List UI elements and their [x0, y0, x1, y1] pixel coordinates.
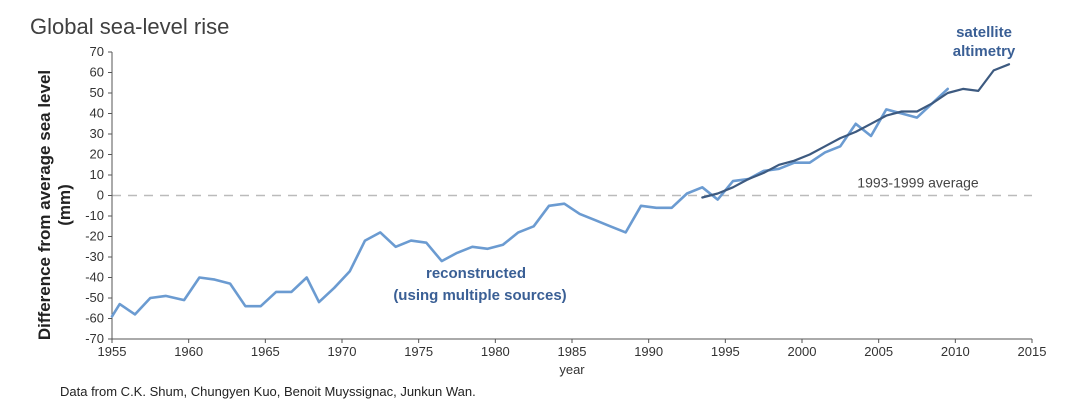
x-tick-label: 1960 — [174, 344, 203, 359]
x-tick-label: 1975 — [404, 344, 433, 359]
satellite-label-line-2: altimetry — [953, 43, 1016, 60]
x-tick-label: 1995 — [711, 344, 740, 359]
y-tick-label: -10 — [85, 208, 104, 223]
y-tick-label: 20 — [90, 147, 104, 162]
series-line-reconstructed — [110, 87, 950, 318]
y-ticks: 70 60 50 40 30 20 10 0 -10 -20 -30 -40 -50 -60 -70 — [85, 44, 112, 346]
reconstructed-label-line-2: (using multiple sources) — [393, 287, 566, 304]
reconstructed-label-line-1: reconstructed — [426, 265, 526, 282]
reference-line-group: 1993-1999 average — [112, 175, 1032, 197]
satellite-label: satellite altimetry — [953, 24, 1016, 60]
y-tick-label: 40 — [90, 106, 104, 121]
y-axis-label-line-2: (mm) — [55, 184, 74, 226]
y-tick-label: 70 — [90, 44, 104, 59]
y-tick-label: -30 — [85, 249, 104, 264]
axes — [111, 52, 1032, 340]
reference-line-label: 1993-1999 average — [857, 175, 979, 191]
x-axis-label: year — [559, 362, 585, 377]
source-note: Data from C.K. Shum, Chungyen Kuo, Benoi… — [60, 384, 476, 399]
x-tick-label: 1965 — [251, 344, 280, 359]
y-tick-label: 50 — [90, 85, 104, 100]
x-tick-label: 1985 — [558, 344, 587, 359]
chart-title: Global sea-level rise — [30, 14, 229, 39]
x-tick-label: 2005 — [864, 344, 893, 359]
x-tick-label: 1955 — [98, 344, 127, 359]
satellite-label-line-1: satellite — [956, 24, 1012, 41]
y-tick-label: -50 — [85, 290, 104, 305]
y-tick-label: 30 — [90, 126, 104, 141]
series-group — [110, 63, 1011, 318]
x-tick-label: 2010 — [941, 344, 970, 359]
x-tick-label: 2000 — [788, 344, 817, 359]
x-tick-label: 1990 — [634, 344, 663, 359]
y-axis-label: Difference from average sea level (mm) — [35, 70, 74, 340]
y-tick-label: -60 — [85, 311, 104, 326]
y-tick-label: -70 — [85, 331, 104, 346]
series-line-satellite — [701, 63, 1011, 199]
y-axis-label-line-1: Difference from average sea level — [35, 70, 54, 340]
y-tick-label: 0 — [97, 188, 104, 203]
x-tick-label: 2015 — [1018, 344, 1047, 359]
y-tick-label: -20 — [85, 229, 104, 244]
x-tick-label: 1980 — [481, 344, 510, 359]
y-tick-label: 10 — [90, 167, 104, 182]
x-tick-label: 1970 — [328, 344, 357, 359]
reconstructed-label: reconstructed (using multiple sources) — [393, 265, 566, 304]
y-tick-label: -40 — [85, 270, 104, 285]
x-ticks: 1955 1960 1965 1970 1975 1980 1985 1990 1995 2000… — [98, 339, 1047, 359]
y-tick-label: 60 — [90, 65, 104, 80]
